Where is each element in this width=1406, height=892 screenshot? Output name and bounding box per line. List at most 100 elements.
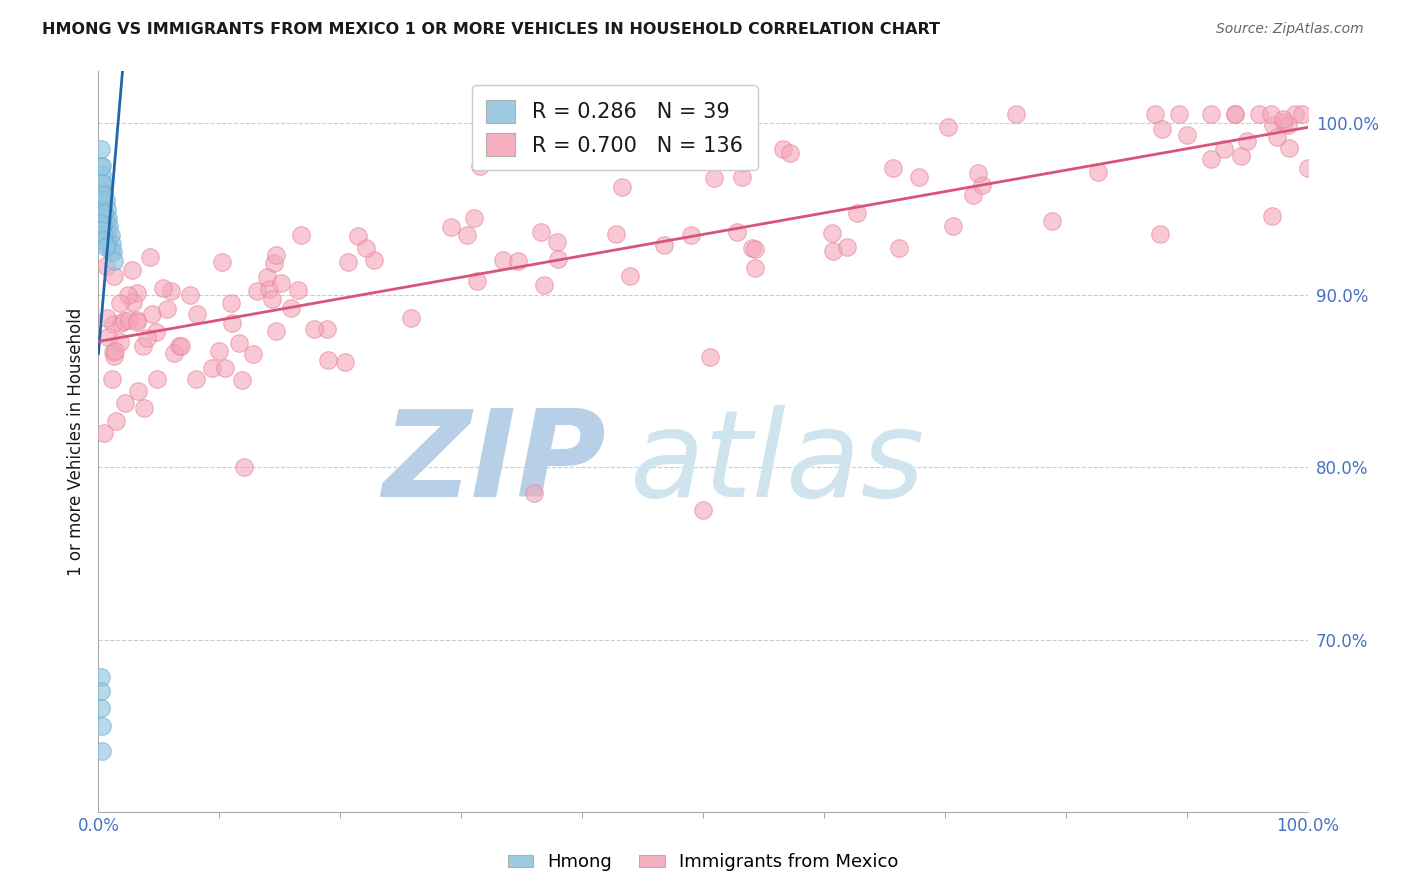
Point <box>1199 152 1222 166</box>
Text: HMONG VS IMMIGRANTS FROM MEXICO 1 OR MORE VEHICLES IN HOUSEHOLD CORRELATION CHAR: HMONG VS IMMIGRANTS FROM MEXICO 1 OR MOR… <box>42 22 941 37</box>
Point <box>440 219 463 234</box>
Point <box>1230 149 1253 163</box>
Point <box>91 159 114 173</box>
Point <box>363 252 385 267</box>
Point <box>90 684 112 698</box>
Point <box>1223 107 1246 121</box>
Point <box>122 294 145 309</box>
Point <box>470 159 492 173</box>
Point <box>145 326 167 340</box>
Point <box>546 235 568 249</box>
Point <box>141 307 163 321</box>
Point <box>530 225 553 239</box>
Point <box>270 276 292 290</box>
Point <box>96 310 118 325</box>
Point <box>93 227 115 242</box>
Point <box>91 176 114 190</box>
Legend: R = 0.286   N = 39, R = 0.700   N = 136: R = 0.286 N = 39, R = 0.700 N = 136 <box>471 86 758 170</box>
Point <box>186 307 208 321</box>
Point <box>1040 213 1063 227</box>
Point <box>91 223 114 237</box>
Point <box>609 111 631 125</box>
Point <box>1249 107 1271 121</box>
Point <box>101 345 124 359</box>
Point <box>287 283 309 297</box>
Point <box>1272 114 1295 128</box>
Point <box>936 120 959 134</box>
Point <box>610 179 633 194</box>
Point <box>90 142 112 156</box>
Point <box>290 228 312 243</box>
Point <box>1272 112 1295 127</box>
Point <box>1277 118 1299 132</box>
Point <box>246 284 269 298</box>
Point <box>228 335 250 350</box>
Point <box>837 240 859 254</box>
Point <box>110 296 132 310</box>
Point <box>94 240 117 254</box>
Point <box>94 194 117 208</box>
Point <box>104 344 127 359</box>
Point <box>619 269 641 284</box>
Point <box>1296 161 1319 175</box>
Point <box>103 269 125 284</box>
Point <box>302 322 325 336</box>
Point <box>1261 210 1284 224</box>
Point <box>103 253 125 268</box>
Point <box>93 185 115 199</box>
Point <box>845 206 868 220</box>
Point <box>970 178 993 192</box>
Point <box>136 331 159 345</box>
Point <box>100 236 122 251</box>
Point <box>820 226 842 240</box>
Point <box>257 282 280 296</box>
Point <box>336 255 359 269</box>
Point <box>263 256 285 270</box>
Point <box>118 313 141 327</box>
Point <box>127 384 149 398</box>
Point <box>232 460 254 475</box>
Point <box>731 169 754 184</box>
Point <box>90 159 112 173</box>
Point <box>280 301 302 315</box>
Point <box>134 401 156 415</box>
Point <box>90 670 112 684</box>
Point <box>256 269 278 284</box>
Point <box>725 226 748 240</box>
Point <box>699 350 721 364</box>
Point <box>264 324 287 338</box>
Point <box>139 251 162 265</box>
Point <box>1284 107 1306 121</box>
Point <box>966 166 988 180</box>
Point <box>112 314 135 328</box>
Point <box>523 486 546 500</box>
Point <box>779 146 801 161</box>
Point <box>110 316 132 330</box>
Point <box>1087 165 1109 179</box>
Point <box>533 278 555 293</box>
Point <box>91 188 114 202</box>
Point <box>170 339 193 353</box>
Point <box>221 317 243 331</box>
Point <box>97 227 120 242</box>
Point <box>1291 107 1313 121</box>
Point <box>91 185 114 199</box>
Point <box>463 211 485 225</box>
Point <box>159 284 181 298</box>
Text: atlas: atlas <box>630 405 925 522</box>
Point <box>231 373 253 387</box>
Point <box>91 219 114 234</box>
Point <box>105 414 128 428</box>
Point <box>214 361 236 376</box>
Point <box>97 211 120 225</box>
Point <box>962 188 984 202</box>
Point <box>127 285 149 300</box>
Point <box>264 247 287 261</box>
Point <box>1261 118 1284 132</box>
Point <box>654 238 676 252</box>
Point <box>93 205 115 219</box>
Point <box>93 202 115 216</box>
Point <box>121 262 143 277</box>
Point <box>101 371 124 385</box>
Point <box>91 211 114 225</box>
